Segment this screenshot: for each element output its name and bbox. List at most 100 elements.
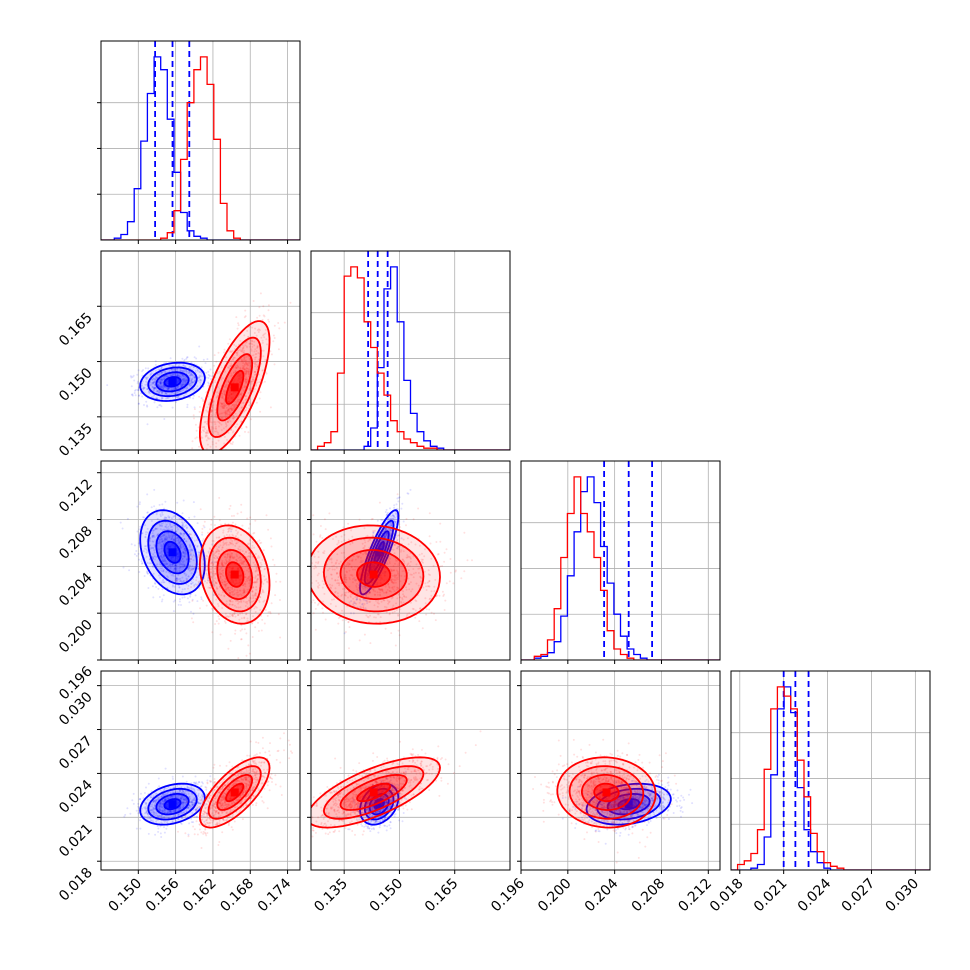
sample-point bbox=[141, 562, 143, 565]
sample-point bbox=[223, 411, 226, 414]
panel-frame bbox=[100, 40, 301, 241]
sample-point bbox=[174, 539, 177, 542]
sample-point bbox=[197, 563, 200, 566]
sample-point bbox=[240, 393, 242, 396]
sample-point bbox=[190, 372, 193, 375]
sample-point bbox=[230, 530, 233, 533]
sample-point bbox=[191, 381, 194, 384]
sample-point bbox=[173, 514, 176, 517]
sample-point bbox=[161, 386, 164, 389]
sample-point bbox=[166, 375, 169, 378]
sample-point bbox=[232, 357, 235, 360]
sample-point bbox=[159, 381, 162, 384]
sample-point bbox=[178, 375, 181, 378]
sample-point bbox=[173, 539, 176, 541]
sample-point bbox=[211, 426, 214, 429]
sample-point bbox=[162, 534, 165, 537]
sample-point bbox=[147, 531, 149, 534]
sample-point bbox=[250, 348, 253, 351]
sample-point bbox=[182, 522, 184, 525]
sample-point bbox=[200, 596, 203, 599]
sample-point bbox=[173, 368, 176, 371]
sample-point bbox=[241, 524, 244, 527]
sample-point bbox=[241, 367, 244, 370]
sample-point bbox=[193, 584, 196, 587]
sample-point bbox=[188, 543, 191, 546]
sample-point bbox=[244, 382, 247, 385]
sample-point bbox=[214, 423, 217, 426]
sample-point bbox=[238, 398, 241, 401]
sample-point bbox=[164, 538, 167, 541]
sample-point bbox=[188, 453, 190, 455]
sample-point bbox=[153, 380, 156, 383]
sample-point bbox=[130, 393, 133, 396]
sample-point bbox=[152, 565, 155, 568]
sample-point bbox=[221, 377, 224, 380]
sample-point bbox=[190, 558, 193, 561]
sample-point bbox=[255, 384, 258, 387]
sample-point bbox=[183, 572, 186, 575]
sample-point bbox=[214, 414, 217, 417]
sample-point bbox=[255, 353, 258, 355]
sample-point bbox=[202, 599, 205, 602]
sample-point bbox=[185, 379, 188, 382]
sample-point bbox=[196, 539, 199, 542]
sample-point bbox=[247, 567, 250, 570]
sample-point bbox=[174, 564, 177, 566]
sample-point bbox=[185, 558, 188, 561]
sample-point bbox=[255, 363, 258, 366]
sample-point bbox=[277, 348, 280, 351]
sample-point bbox=[170, 393, 173, 396]
sample-point bbox=[337, 622, 340, 625]
sample-point bbox=[138, 528, 141, 531]
sample-point bbox=[141, 562, 144, 564]
sample-point bbox=[253, 332, 256, 334]
sample-point bbox=[179, 532, 182, 535]
sample-point bbox=[181, 374, 184, 377]
sample-point bbox=[182, 378, 185, 381]
sample-point bbox=[439, 522, 442, 525]
sample-point bbox=[179, 547, 182, 550]
sample-point bbox=[182, 544, 185, 547]
sample-point bbox=[147, 572, 149, 575]
sample-point bbox=[218, 496, 221, 499]
sample-point bbox=[189, 554, 192, 557]
sample-point bbox=[142, 387, 145, 390]
sample-point bbox=[202, 538, 205, 541]
sample-point bbox=[166, 575, 169, 578]
sample-point bbox=[159, 381, 162, 384]
sample-point bbox=[161, 540, 164, 543]
sample-point bbox=[224, 411, 227, 414]
sample-point bbox=[206, 429, 208, 432]
sample-point bbox=[211, 409, 214, 412]
sample-point bbox=[156, 390, 159, 392]
sample-point bbox=[263, 333, 265, 336]
sample-point bbox=[244, 430, 246, 433]
sample-point bbox=[256, 366, 259, 369]
sample-point bbox=[228, 364, 231, 367]
sample-point bbox=[230, 351, 233, 353]
sample-point bbox=[138, 571, 141, 573]
sample-point bbox=[137, 388, 140, 391]
sample-point bbox=[163, 537, 166, 540]
sample-point bbox=[216, 394, 219, 397]
sample-point bbox=[254, 356, 257, 359]
sample-point bbox=[184, 551, 187, 554]
sample-point bbox=[242, 589, 245, 592]
sample-point bbox=[151, 529, 154, 532]
sample-point bbox=[186, 568, 189, 571]
sample-point bbox=[160, 569, 163, 572]
sample-point bbox=[182, 379, 184, 381]
sample-point bbox=[188, 533, 191, 536]
sample-point bbox=[237, 322, 240, 325]
sample-point bbox=[194, 379, 196, 382]
sample-point bbox=[165, 392, 167, 395]
sample-point bbox=[225, 423, 228, 425]
sample-point bbox=[203, 430, 205, 433]
sample-point bbox=[149, 381, 152, 384]
sample-point bbox=[183, 377, 186, 380]
sample-point bbox=[233, 514, 235, 517]
sample-point bbox=[215, 360, 218, 363]
sample-point bbox=[209, 421, 212, 423]
sample-point bbox=[221, 405, 224, 408]
